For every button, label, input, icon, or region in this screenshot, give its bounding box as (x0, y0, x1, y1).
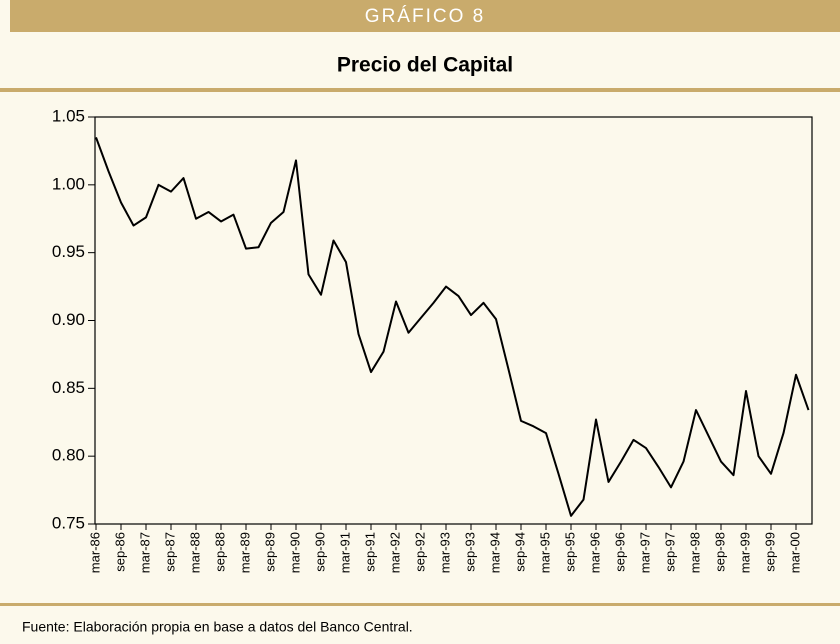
x-tick-label: mar-91 (337, 532, 352, 573)
x-tick-label: mar-88 (187, 532, 202, 573)
x-tick-label: sep-93 (462, 532, 477, 572)
x-tick-label: mar-93 (437, 532, 452, 573)
x-tick-label: mar-95 (537, 532, 552, 573)
x-tick-label: sep-97 (662, 532, 677, 572)
header-bar (10, 0, 840, 32)
x-tick-label: sep-99 (762, 532, 777, 572)
x-tick-label: sep-89 (262, 532, 277, 572)
y-tick-label: 1.05 (52, 106, 85, 125)
x-tick-label: mar-94 (487, 532, 502, 573)
x-tick-label: mar-99 (737, 532, 752, 573)
x-tick-label: mar-89 (237, 532, 252, 573)
x-tick-label: sep-88 (212, 532, 227, 572)
title-rule (0, 88, 840, 92)
source-note: Fuente: Elaboración propia en base a dat… (22, 619, 413, 635)
x-tick-label: mar-92 (387, 532, 402, 573)
x-tick-label: sep-94 (512, 532, 527, 572)
chart-title: Precio del Capital (337, 54, 513, 77)
x-tick-label: mar-97 (637, 532, 652, 573)
y-tick-label: 0.85 (52, 378, 85, 397)
chart-label: GRÁFICO 8 (365, 6, 485, 27)
y-tick-label: 0.90 (52, 310, 85, 329)
x-tick-label: sep-92 (412, 532, 427, 572)
y-tick-label: 1.00 (52, 174, 85, 193)
data-line (95, 137, 810, 517)
x-tick-label: mar-00 (787, 532, 802, 573)
x-tick-label: sep-90 (312, 532, 327, 572)
y-tick-label: 0.80 (52, 446, 85, 465)
y-tick-label: 0.75 (52, 513, 85, 532)
x-tick-label: sep-91 (362, 532, 377, 572)
x-tick-label: sep-98 (712, 532, 727, 572)
x-tick-label: mar-98 (687, 532, 702, 573)
x-tick-label: mar-96 (587, 532, 602, 573)
x-tick-label: mar-87 (137, 532, 152, 573)
x-tick-label: sep-96 (612, 532, 627, 572)
x-tick-label: mar-90 (287, 532, 302, 573)
y-tick-label: 0.95 (52, 242, 85, 261)
x-tick-label: sep-87 (162, 532, 177, 572)
x-tick-label: sep-95 (562, 532, 577, 572)
x-tick-label: sep-86 (112, 532, 127, 572)
x-tick-label: mar-86 (87, 532, 102, 573)
plot-frame (94, 116, 813, 525)
footer-rule (0, 603, 840, 606)
